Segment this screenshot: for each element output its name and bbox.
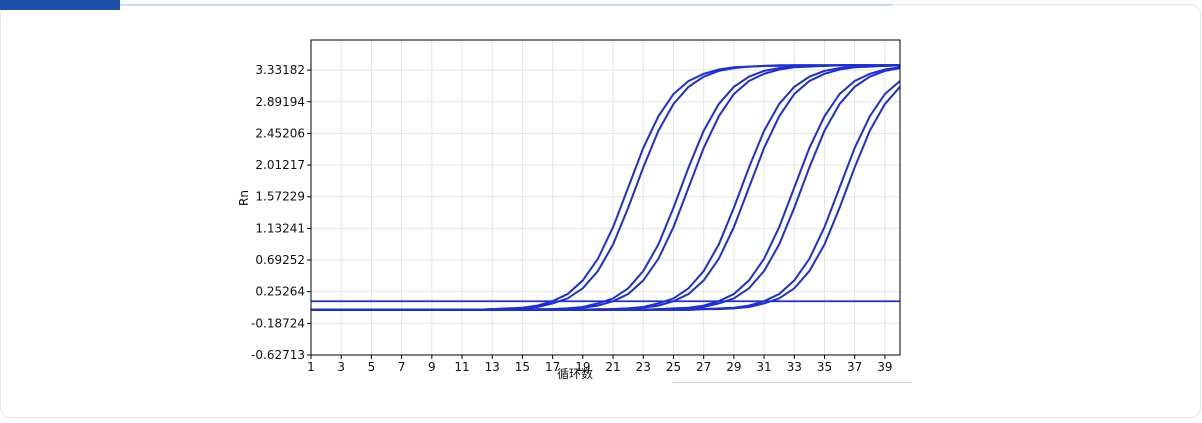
x-tick-label: 17 [545,360,560,374]
x-tick-label: 19 [575,360,590,374]
y-tick-label: 1.13241 [255,221,305,235]
x-tick-label: 3 [337,360,345,374]
x-tick-label: 21 [605,360,620,374]
x-tick-label: 31 [756,360,771,374]
x-tick-label: 11 [454,360,469,374]
x-tick-label: 25 [666,360,681,374]
x-tick-label: 5 [368,360,376,374]
x-tick-label: 1 [307,360,315,374]
y-tick-label: 2.01217 [255,158,305,172]
x-tick-label: 23 [636,360,651,374]
x-tick-label: 29 [726,360,741,374]
y-tick-label: 2.45206 [255,126,305,140]
y-tick-label: -0.62713 [251,348,305,362]
x-tick-label: 15 [515,360,530,374]
amplification-curve [311,86,901,311]
y-tick-label: 1.57229 [255,190,305,204]
x-tick-label: 27 [696,360,711,374]
x-tick-label: 7 [398,360,406,374]
x-tick-label: 37 [847,360,862,374]
y-axis-label: Rn [237,190,251,206]
x-tick-label: 33 [787,360,802,374]
plot-area [311,40,900,355]
x-tick-label: 9 [428,360,436,374]
y-tick-label: 0.25264 [255,285,305,299]
x-tick-label: 35 [817,360,832,374]
y-tick-label: 0.69252 [255,253,305,267]
y-tick-label: -0.18724 [251,316,305,330]
y-tick-label: 3.33182 [255,63,305,77]
x-tick-label: 13 [485,360,500,374]
plot-frame [310,39,901,356]
y-tick-label: 2.89194 [255,95,305,109]
x-tick-label: 39 [877,360,892,374]
x-axis-label: 循环数 [557,366,593,381]
header-bar [0,0,120,10]
